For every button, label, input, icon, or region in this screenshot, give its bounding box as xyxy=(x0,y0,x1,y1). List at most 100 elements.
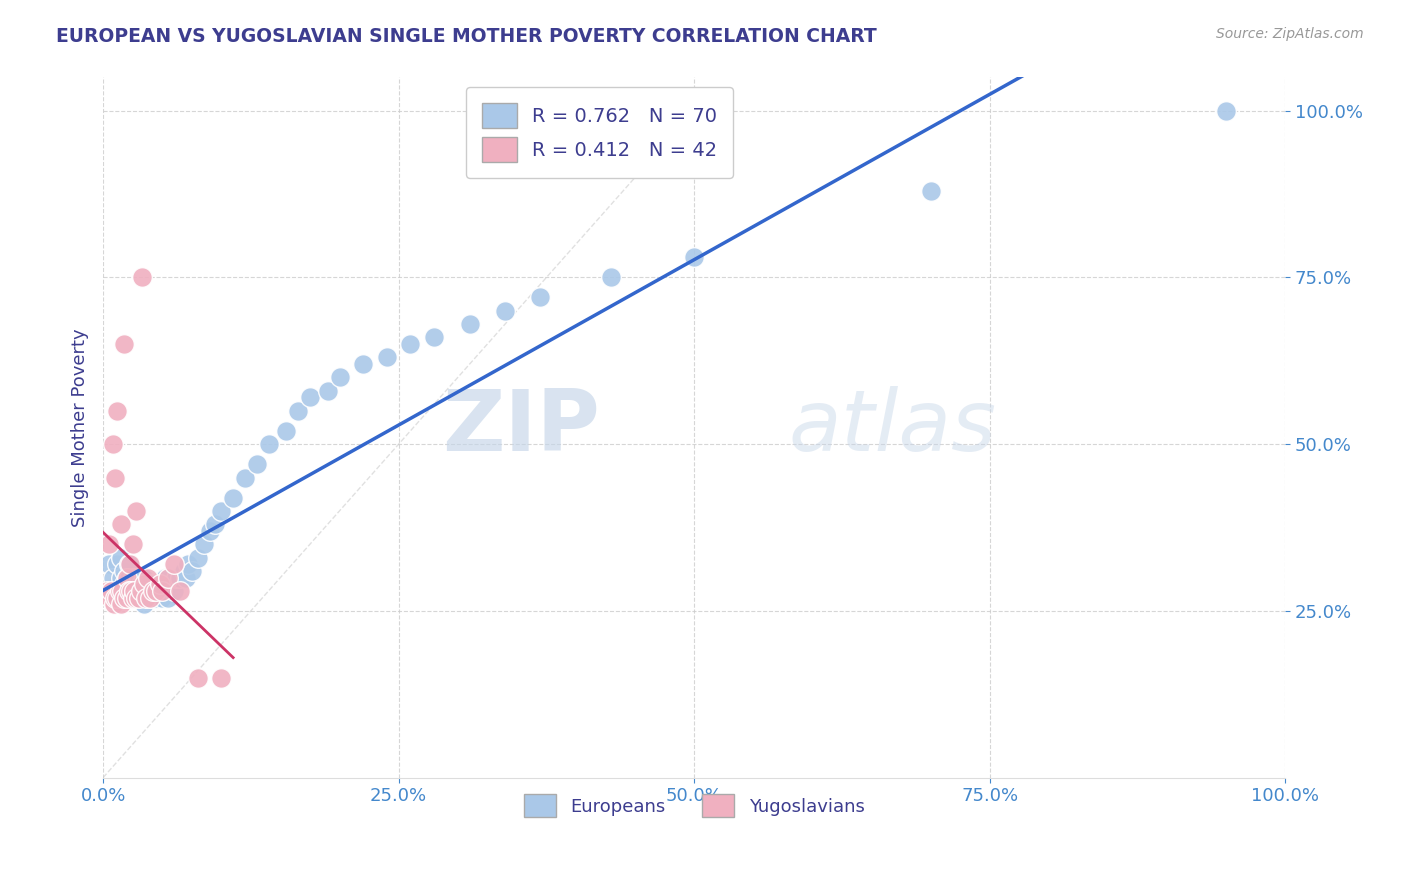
Point xyxy=(157,570,180,584)
Y-axis label: Single Mother Poverty: Single Mother Poverty xyxy=(72,328,89,527)
Point xyxy=(105,404,128,418)
Point xyxy=(399,337,422,351)
Point xyxy=(150,591,173,605)
Point xyxy=(110,570,132,584)
Point xyxy=(110,550,132,565)
Point xyxy=(128,570,150,584)
Point xyxy=(177,558,200,572)
Point xyxy=(139,577,162,591)
Point xyxy=(145,577,167,591)
Point xyxy=(458,317,481,331)
Point xyxy=(375,351,398,365)
Point xyxy=(129,583,152,598)
Point xyxy=(423,330,446,344)
Point xyxy=(494,303,516,318)
Point xyxy=(135,591,157,605)
Point xyxy=(209,671,232,685)
Point xyxy=(165,570,187,584)
Point xyxy=(298,391,321,405)
Point xyxy=(352,357,374,371)
Point xyxy=(121,591,143,605)
Point xyxy=(112,577,135,591)
Point xyxy=(149,583,172,598)
Text: atlas: atlas xyxy=(789,386,997,469)
Point xyxy=(1215,103,1237,118)
Text: EUROPEAN VS YUGOSLAVIAN SINGLE MOTHER POVERTY CORRELATION CHART: EUROPEAN VS YUGOSLAVIAN SINGLE MOTHER PO… xyxy=(56,27,877,45)
Text: ZIP: ZIP xyxy=(441,386,599,469)
Point xyxy=(920,184,942,198)
Point xyxy=(204,517,226,532)
Point xyxy=(96,583,118,598)
Legend: Europeans, Yugoslavians: Europeans, Yugoslavians xyxy=(516,787,872,824)
Point xyxy=(173,564,195,578)
Point xyxy=(287,404,309,418)
Point xyxy=(257,437,280,451)
Point xyxy=(120,558,142,572)
Point xyxy=(121,583,143,598)
Point xyxy=(163,583,186,598)
Point xyxy=(198,524,221,538)
Point xyxy=(98,558,121,572)
Point xyxy=(142,583,165,598)
Point xyxy=(118,558,141,572)
Point xyxy=(180,564,202,578)
Point xyxy=(112,591,135,605)
Point xyxy=(160,577,183,591)
Point xyxy=(209,504,232,518)
Point xyxy=(529,290,551,304)
Point xyxy=(125,583,148,598)
Point xyxy=(121,583,143,598)
Point xyxy=(115,591,138,605)
Point xyxy=(163,558,186,572)
Point xyxy=(134,597,156,611)
Point xyxy=(157,591,180,605)
Point xyxy=(128,591,150,605)
Point xyxy=(111,583,134,598)
Point xyxy=(233,470,256,484)
Point xyxy=(139,591,162,605)
Text: Source: ZipAtlas.com: Source: ZipAtlas.com xyxy=(1216,27,1364,41)
Point xyxy=(150,577,173,591)
Point xyxy=(136,570,159,584)
Point xyxy=(115,583,138,598)
Point xyxy=(150,583,173,598)
Point xyxy=(128,591,150,605)
Point xyxy=(139,591,162,605)
Point xyxy=(104,470,127,484)
Point xyxy=(105,591,128,605)
Point xyxy=(246,457,269,471)
Point xyxy=(169,570,191,584)
Point xyxy=(98,537,121,551)
Point xyxy=(187,671,209,685)
Point xyxy=(129,577,152,591)
Point xyxy=(157,570,180,584)
Point xyxy=(134,577,156,591)
Point xyxy=(115,570,138,584)
Point xyxy=(145,591,167,605)
Point xyxy=(104,583,127,598)
Point xyxy=(103,597,125,611)
Point xyxy=(276,424,298,438)
Point xyxy=(112,337,135,351)
Point xyxy=(98,591,121,605)
Point xyxy=(118,570,141,584)
Point xyxy=(153,570,176,584)
Point xyxy=(222,491,245,505)
Point xyxy=(328,370,350,384)
Point xyxy=(110,597,132,611)
Point xyxy=(600,270,623,285)
Point xyxy=(115,570,138,584)
Point xyxy=(128,583,150,598)
Point xyxy=(125,570,148,584)
Point xyxy=(131,270,153,285)
Point xyxy=(134,570,156,584)
Point xyxy=(105,558,128,572)
Point xyxy=(101,437,124,451)
Point xyxy=(121,537,143,551)
Point xyxy=(112,564,135,578)
Point xyxy=(104,591,127,605)
Point xyxy=(174,570,197,584)
Point xyxy=(101,570,124,584)
Point xyxy=(125,591,148,605)
Point xyxy=(193,537,215,551)
